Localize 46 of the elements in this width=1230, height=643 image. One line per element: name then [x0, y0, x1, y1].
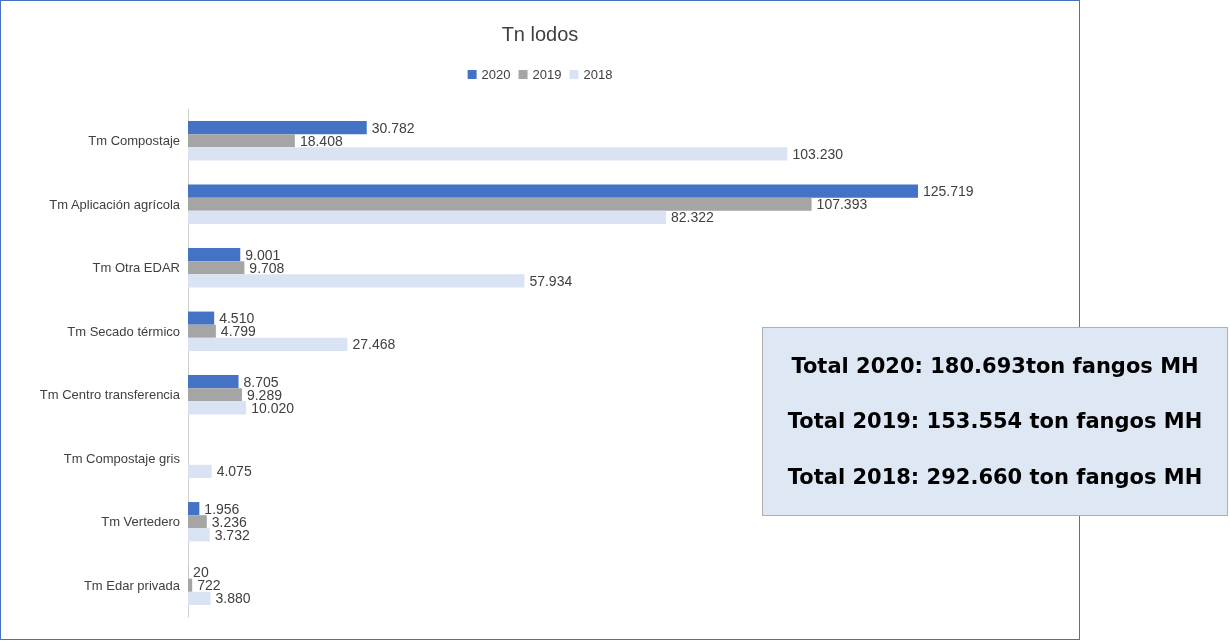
annotation: Total 2018: 292.660 ton fangos MH [787, 465, 1203, 490]
bar [188, 261, 245, 275]
chart-title: Tn lodos [501, 23, 579, 45]
y-tick-label: Tm Compostaje [88, 133, 180, 149]
y-tick-label: Tm Otra EDAR [92, 260, 180, 276]
y-tick-label: Tm Centro transferencia [39, 387, 181, 403]
y-tick-label: Tm Vertedero [101, 514, 180, 530]
bar [188, 591, 211, 605]
data-label: 18.408 [299, 132, 343, 149]
data-label: 30.782 [371, 119, 415, 136]
bar [188, 388, 242, 402]
bar [188, 578, 193, 592]
bar [188, 464, 212, 478]
y-tick-label: Tm Aplicación agrícola [49, 196, 181, 212]
bar [188, 401, 247, 415]
bar [188, 210, 667, 224]
legend-label: 2018 [583, 67, 613, 82]
annotation: Total 2020: 180.693ton fangos MH [791, 353, 1199, 378]
bar [188, 324, 216, 338]
bar [188, 184, 919, 198]
bar [188, 515, 207, 529]
data-label: 107.393 [816, 196, 868, 213]
legend-label: 2019 [532, 67, 562, 82]
text-box: Total 2020: 180.693ton fangos MH Total 2019: 153.554 ton fangos MH Total 2018: 292.660 ton fangos MH [762, 327, 1228, 516]
bar [188, 375, 239, 389]
bar [188, 134, 295, 148]
bar [188, 147, 788, 161]
y-tick-label: Tm Edar privada [83, 577, 181, 593]
bar [188, 121, 367, 135]
legend-label: 2020 [481, 67, 511, 82]
bar [188, 274, 525, 288]
annotation: Total 2019: 153.554 ton fangos MH [787, 409, 1203, 434]
bar [188, 248, 241, 262]
data-label: 82.322 [671, 209, 715, 226]
data-label: 4.075 [216, 463, 252, 480]
bar [188, 337, 348, 351]
data-label: 57.934 [529, 272, 573, 289]
bar [188, 528, 210, 542]
bar [188, 502, 200, 516]
y-tick-label: Tm Secado térmico [67, 323, 180, 339]
y-tick-label: Tm Compostaje gris [63, 450, 181, 466]
data-label: 125.719 [923, 183, 974, 200]
data-label: 103.230 [792, 145, 844, 162]
data-label: 27.468 [352, 336, 396, 353]
bar [188, 311, 215, 325]
bar [188, 197, 812, 211]
